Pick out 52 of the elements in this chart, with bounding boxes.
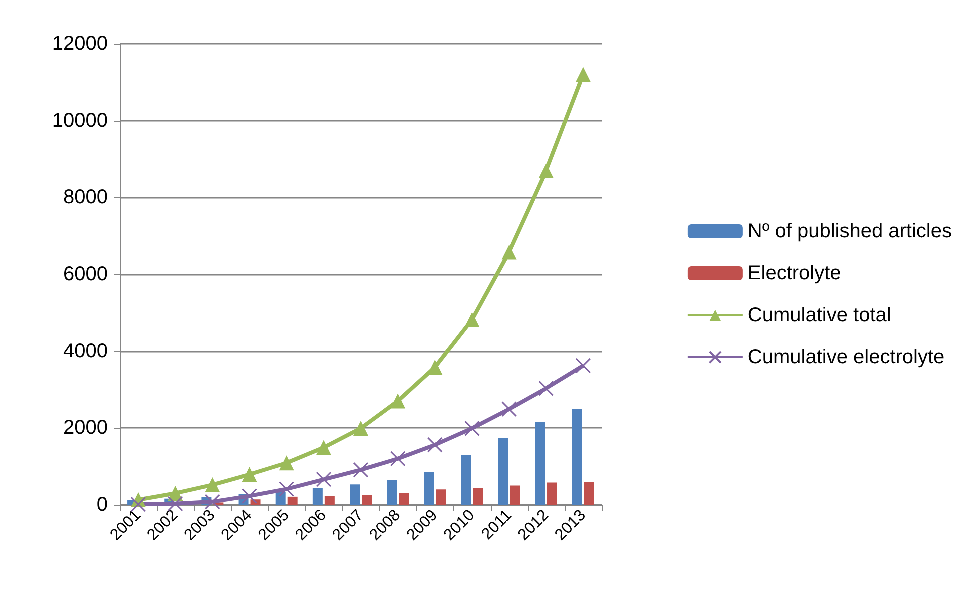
y-tick-label: 10000	[52, 110, 108, 132]
bar	[424, 472, 434, 505]
y-tick-label: 6000	[64, 264, 108, 286]
point	[502, 244, 517, 260]
bar	[510, 486, 520, 505]
point	[316, 472, 332, 488]
legend-label: Cumulative total	[748, 304, 892, 326]
legend-label: Electrolyte	[748, 262, 842, 284]
legend-label: Cumulative electrolyte	[748, 346, 945, 368]
point	[502, 402, 518, 418]
point	[427, 437, 443, 453]
bar	[436, 490, 446, 505]
bar	[362, 495, 372, 505]
point	[242, 488, 258, 504]
point	[353, 462, 369, 478]
bar	[288, 496, 298, 505]
bar	[350, 484, 360, 505]
bar	[399, 493, 410, 505]
point	[168, 496, 184, 512]
point	[279, 456, 294, 471]
y-tick-label: 12000	[52, 33, 108, 55]
bar	[547, 482, 558, 505]
point	[204, 494, 220, 510]
point	[576, 67, 591, 82]
point	[576, 358, 592, 374]
point	[279, 482, 295, 497]
y-tick-label: 4000	[64, 340, 108, 362]
bar	[276, 492, 286, 505]
point	[390, 394, 406, 409]
point	[464, 312, 480, 328]
legend-label: Nº of published articles	[748, 220, 952, 242]
bar	[473, 488, 484, 505]
bar	[387, 480, 398, 505]
point	[390, 451, 406, 467]
bar	[498, 438, 508, 505]
bar	[312, 488, 323, 505]
point	[130, 496, 146, 512]
point	[242, 467, 258, 482]
bar	[584, 482, 594, 505]
point	[354, 421, 368, 436]
point	[538, 163, 554, 178]
bar	[324, 496, 335, 505]
y-tick-label: 2000	[64, 417, 108, 440]
bar	[461, 455, 472, 505]
y-tick-label: 8000	[64, 186, 108, 209]
point	[464, 420, 480, 436]
point	[538, 380, 554, 396]
point	[205, 478, 220, 493]
y-tick-label: 0	[96, 494, 108, 516]
bar	[535, 422, 546, 505]
bar	[572, 408, 582, 505]
point	[316, 440, 332, 456]
